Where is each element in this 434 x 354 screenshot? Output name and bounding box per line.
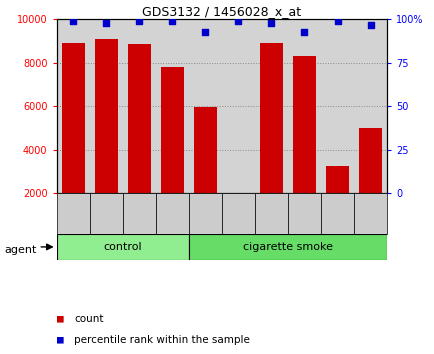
FancyBboxPatch shape <box>122 193 155 234</box>
FancyBboxPatch shape <box>254 193 287 234</box>
Text: percentile rank within the sample: percentile rank within the sample <box>74 335 249 345</box>
Bar <box>160 67 184 193</box>
Text: count: count <box>74 314 103 324</box>
Point <box>168 18 175 24</box>
Point <box>102 20 109 26</box>
FancyBboxPatch shape <box>221 193 254 234</box>
Text: agent: agent <box>4 245 36 255</box>
Bar <box>127 44 151 193</box>
FancyBboxPatch shape <box>320 193 353 234</box>
Point <box>135 18 142 24</box>
FancyBboxPatch shape <box>89 193 122 234</box>
Bar <box>193 107 217 193</box>
Bar <box>94 39 118 193</box>
Title: GDS3132 / 1456028_x_at: GDS3132 / 1456028_x_at <box>142 5 301 18</box>
FancyBboxPatch shape <box>188 234 386 260</box>
Bar <box>259 43 283 193</box>
Point <box>333 18 340 24</box>
Text: cigarette smoke: cigarette smoke <box>243 242 332 252</box>
FancyBboxPatch shape <box>56 234 188 260</box>
Point <box>366 22 373 28</box>
Bar <box>358 128 381 193</box>
Point <box>69 18 76 24</box>
Point <box>300 29 307 34</box>
FancyBboxPatch shape <box>287 193 320 234</box>
Bar <box>61 43 85 193</box>
Bar <box>325 166 349 193</box>
Text: ■: ■ <box>56 335 63 345</box>
FancyBboxPatch shape <box>155 193 188 234</box>
FancyBboxPatch shape <box>353 193 386 234</box>
Text: control: control <box>103 242 141 252</box>
FancyBboxPatch shape <box>56 193 89 234</box>
Point <box>201 29 208 34</box>
Point <box>267 20 274 26</box>
Bar <box>292 56 316 193</box>
Point <box>234 18 241 24</box>
FancyBboxPatch shape <box>188 193 221 234</box>
Text: ■: ■ <box>56 314 63 324</box>
